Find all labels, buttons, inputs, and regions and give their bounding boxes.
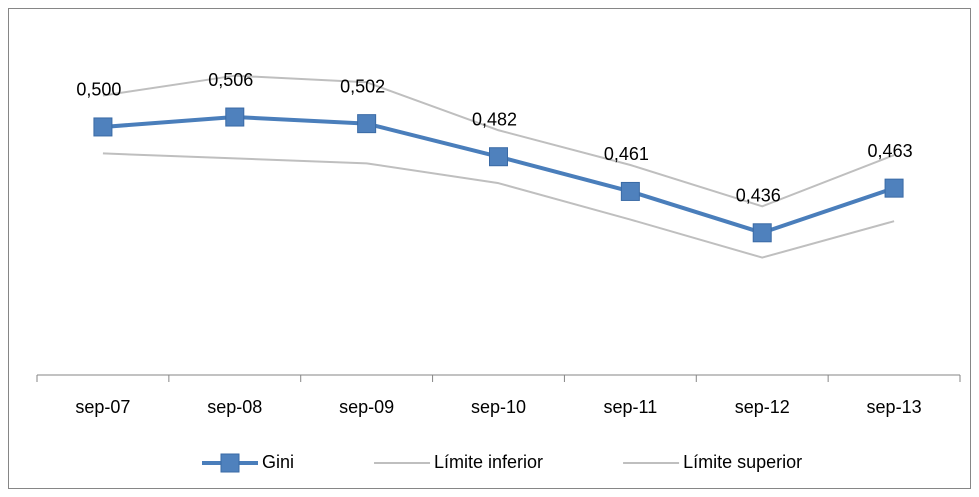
marker (884, 178, 904, 198)
chart-frame (8, 8, 971, 489)
x-tick-label: sep-13 (867, 397, 922, 417)
data-label: 0,463 (868, 141, 913, 161)
marker (357, 114, 377, 134)
x-tick-label: sep-07 (75, 397, 130, 417)
data-label: 0,502 (340, 76, 385, 96)
x-tick-label: sep-11 (604, 397, 658, 417)
data-label: 0,482 (472, 109, 517, 129)
series-line (102, 74, 895, 208)
data-label: 0,461 (604, 144, 649, 164)
legend-label: Gini (262, 452, 294, 472)
x-tick-label: sep-10 (471, 397, 526, 417)
legend-label: Límite inferior (434, 452, 543, 472)
marker (620, 181, 640, 201)
data-label: 0,500 (76, 80, 121, 100)
x-tick-label: sep-09 (339, 397, 394, 417)
marker (93, 117, 113, 137)
x-tick-label: sep-08 (207, 397, 262, 417)
series-line (102, 152, 895, 259)
data-label: 0,436 (736, 186, 781, 206)
marker (752, 223, 772, 243)
data-label: 0,506 (208, 70, 253, 90)
x-tick-label: sep-12 (735, 397, 790, 417)
legend-label: Límite superior (683, 452, 802, 472)
legend-marker (220, 453, 240, 473)
marker (225, 107, 245, 127)
marker (489, 147, 508, 167)
